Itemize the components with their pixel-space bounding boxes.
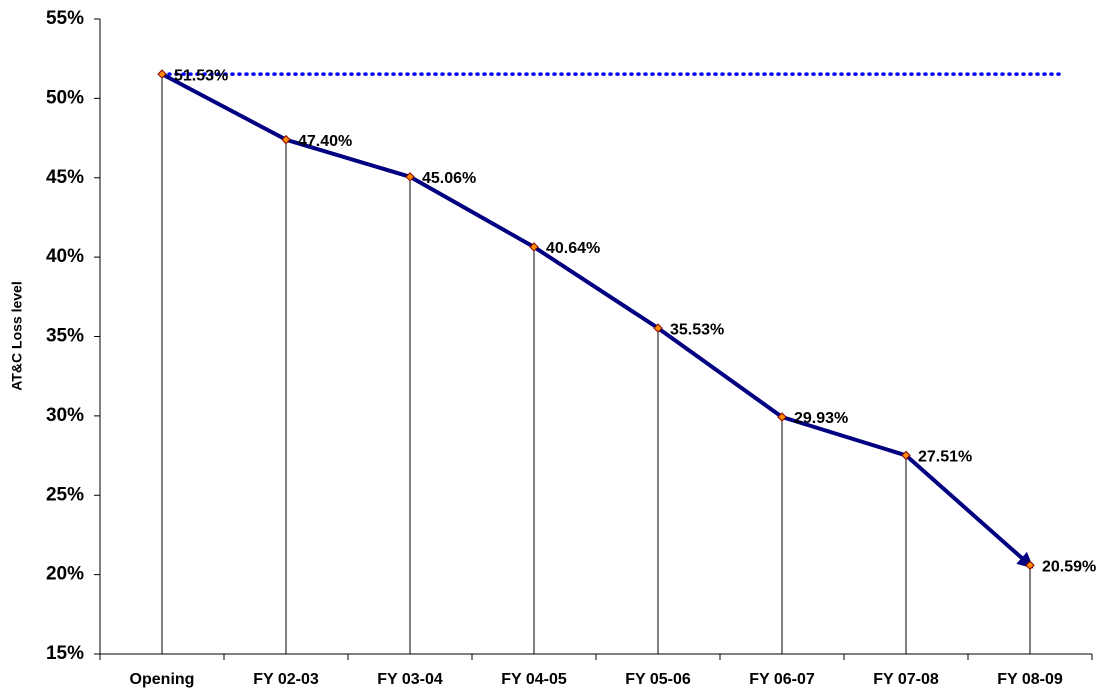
x-tick-label: Opening [130,671,195,688]
y-tick-label: 15% [46,643,84,664]
data-marker [281,134,291,145]
y-tick-label: 30% [46,405,84,426]
data-label: 40.64% [546,240,600,257]
x-tick-label: FY 08-09 [997,671,1063,688]
data-label: 29.93% [794,410,848,427]
data-marker [653,323,663,333]
data-marker [777,412,787,422]
data-marker [1025,560,1035,570]
data-marker [405,172,415,182]
data-marker [529,242,539,252]
y-tick-label: 50% [46,87,84,108]
x-tick-label: FY 05-06 [625,671,691,688]
data-label: 51.53% [174,67,228,84]
data-marker [157,69,167,79]
data-label: 35.53% [670,321,724,338]
data-label: 27.51% [918,449,972,466]
y-tick-label: 55% [46,8,84,29]
data-label: 20.59% [1042,558,1096,575]
data-marker [901,450,911,461]
x-tick-label: FY 04-05 [501,671,567,688]
data-label: 45.06% [422,170,476,187]
y-tick-label: 40% [46,246,84,267]
data-label: 47.40% [298,133,352,150]
data-line [161,72,1034,569]
x-tick-label: FY 07-08 [873,671,939,688]
y-tick-label: 45% [46,167,84,188]
x-tick-label: FY 03-04 [377,671,443,688]
y-tick-label: 35% [46,326,84,347]
x-tick-label: FY 06-07 [749,671,815,688]
y-tick-label: 20% [46,564,84,585]
x-tick-label: FY 02-03 [253,671,319,688]
y-tick-label: 25% [46,484,84,505]
y-axis-title: AT&C Loss level [9,281,25,390]
